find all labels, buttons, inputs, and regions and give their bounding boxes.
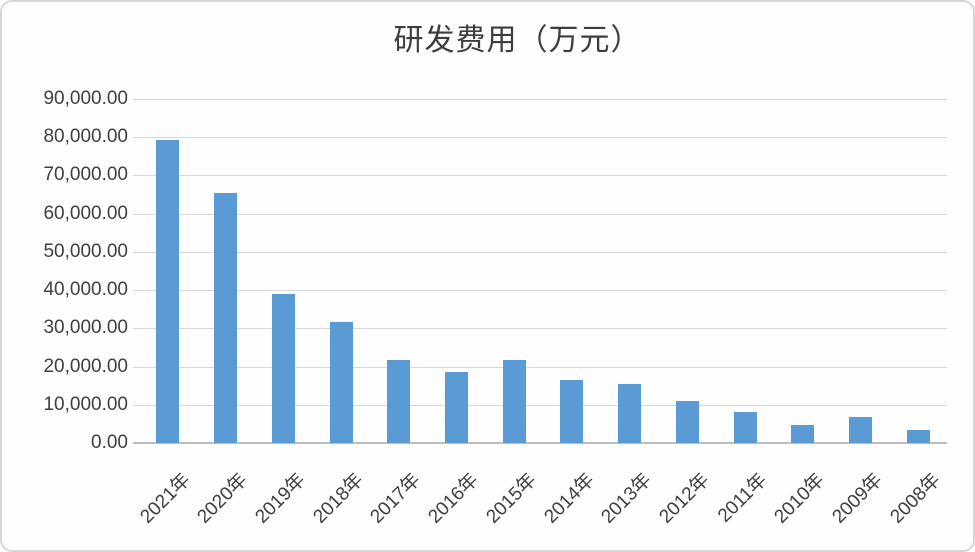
bar-2013年 xyxy=(618,384,642,443)
x-axis-category-label: 2013年 xyxy=(597,469,656,528)
gridline xyxy=(133,404,947,406)
bar-2008年 xyxy=(906,429,930,443)
y-axis-tick-label: 30,000.00 xyxy=(43,317,128,339)
x-axis-category-label: 2014年 xyxy=(540,469,599,528)
x-axis-category-label: 2015年 xyxy=(482,469,541,528)
gridline xyxy=(133,175,947,177)
bar-2011年 xyxy=(733,411,757,443)
x-axis-category-label: 2019年 xyxy=(251,469,310,528)
y-axis-tick-label: 10,000.00 xyxy=(43,393,128,415)
gridline xyxy=(133,366,947,368)
gridline xyxy=(133,251,947,253)
bar-2020年 xyxy=(214,193,238,443)
x-axis-category-label: 2016年 xyxy=(424,469,483,528)
bar-2016年 xyxy=(444,371,468,443)
gridline xyxy=(133,99,947,100)
y-axis-tick-label: 20,000.00 xyxy=(43,355,128,377)
bar-2010年 xyxy=(791,425,815,443)
bar-2015年 xyxy=(502,360,526,443)
y-axis-tick-label: 90,000.00 xyxy=(43,88,128,109)
gridline xyxy=(133,328,947,330)
x-axis-line xyxy=(133,442,947,444)
x-axis-category-label: 2010年 xyxy=(770,469,830,528)
y-axis-tick-label: 80,000.00 xyxy=(43,126,128,148)
bar-2017年 xyxy=(387,360,411,443)
bar-2012年 xyxy=(675,400,699,443)
x-axis-category-label: 2021年 xyxy=(136,469,195,528)
bar-2021年 xyxy=(156,139,180,443)
y-axis-tick-label: 40,000.00 xyxy=(43,279,128,301)
bar-2018年 xyxy=(329,322,353,443)
y-axis-tick-label: 0.00 xyxy=(91,432,128,453)
x-axis-category-label: 2018年 xyxy=(309,469,368,528)
gridline xyxy=(133,137,947,139)
y-axis-tick-label: 50,000.00 xyxy=(43,240,128,262)
x-axis-category-label: 2020年 xyxy=(193,469,252,528)
y-axis-tick-label: 70,000.00 xyxy=(43,164,128,186)
x-axis-category-label: 2017年 xyxy=(366,469,426,528)
bar-2014年 xyxy=(560,379,584,443)
x-axis-category-label: 2011年 xyxy=(714,469,772,527)
gridline xyxy=(133,290,947,292)
gridline xyxy=(133,213,947,215)
x-axis-category-label: 2008年 xyxy=(886,469,945,528)
x-axis-category-label: 2012年 xyxy=(655,469,714,528)
chart-title: 研发费用（万元） xyxy=(393,24,642,57)
x-axis-category-label: 2009年 xyxy=(828,469,887,528)
y-axis-tick-label: 60,000.00 xyxy=(43,202,128,224)
bar-2019年 xyxy=(271,294,295,443)
bar-2009年 xyxy=(848,416,872,443)
